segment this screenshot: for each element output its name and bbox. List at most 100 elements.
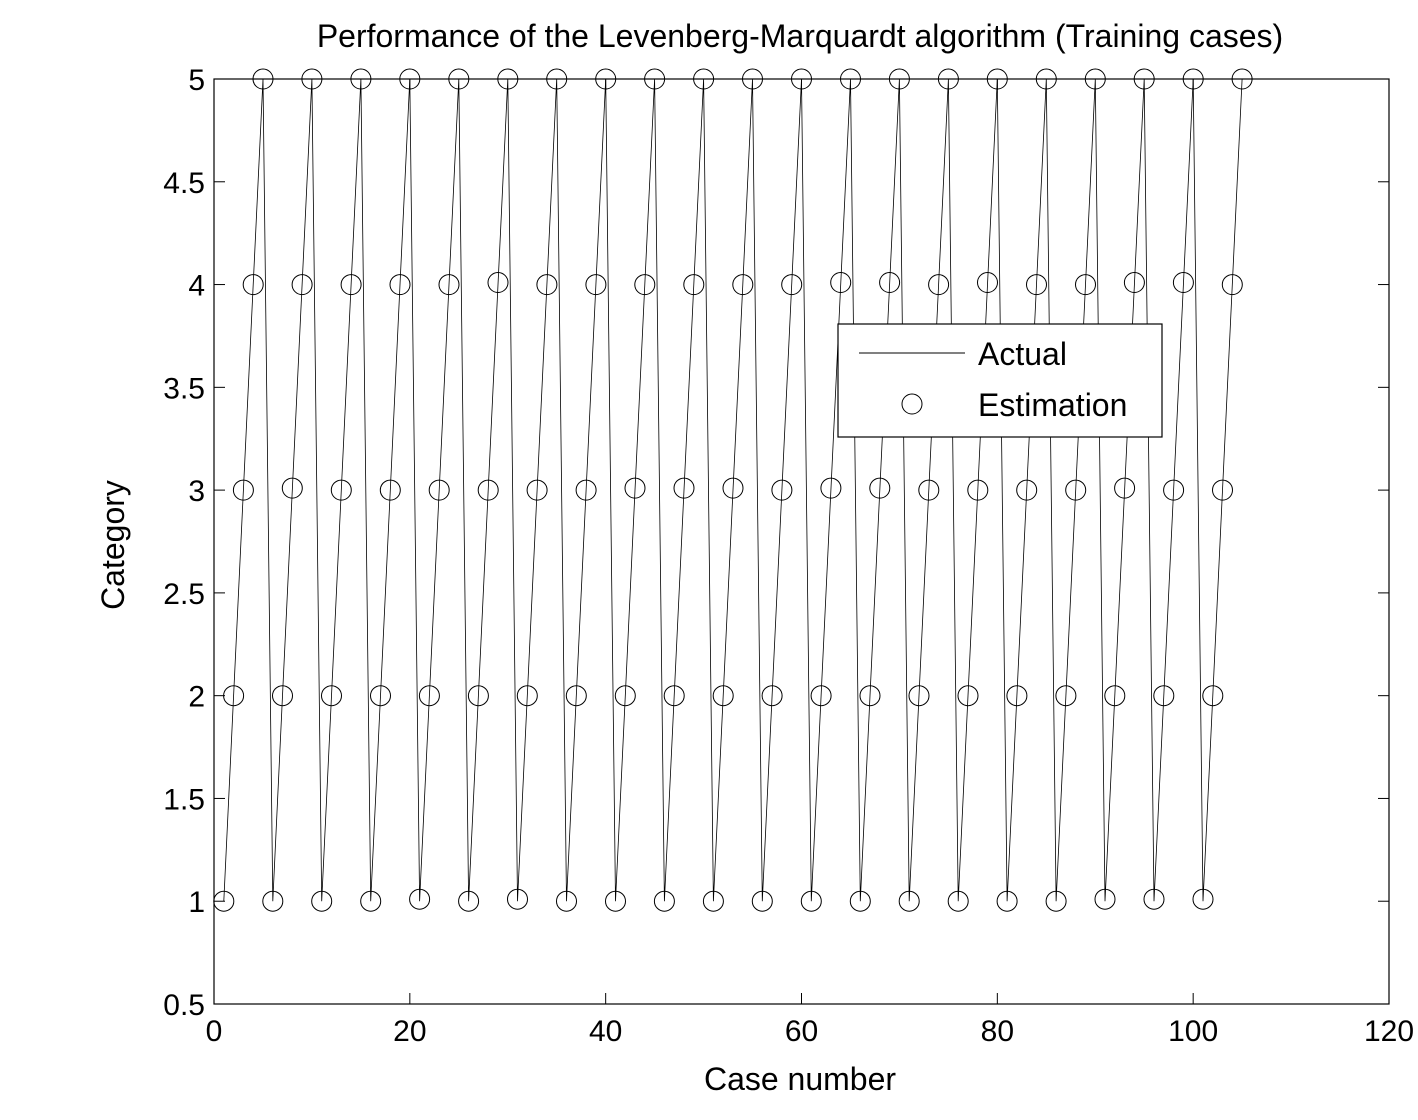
estimation-point	[810, 685, 832, 707]
estimation-point	[595, 68, 617, 90]
estimation-point	[1035, 68, 1057, 90]
estimation-point	[321, 685, 342, 707]
estimation-point	[428, 479, 450, 501]
estimation-point	[399, 68, 421, 90]
estimation-point	[1016, 479, 1038, 501]
legend-box	[837, 323, 1163, 438]
estimation-point	[673, 477, 695, 499]
legend-estimation-label: Estimation	[978, 387, 1127, 423]
estimation-point	[232, 479, 254, 501]
legend-estimation-marker	[901, 393, 923, 415]
estimation-point	[1104, 685, 1126, 707]
estimation-point	[252, 68, 274, 90]
y-tick-label: 2	[188, 681, 205, 714]
estimation-point	[585, 274, 607, 296]
y-tick-label: 5	[188, 64, 205, 97]
estimation-point	[859, 685, 881, 707]
y-tick-label: 1	[188, 886, 205, 919]
actual-series-line	[223, 78, 1243, 902]
estimation-point	[614, 685, 636, 707]
estimation-point	[223, 685, 245, 707]
estimation-point	[634, 274, 656, 296]
estimation-point	[996, 890, 1018, 912]
estimation-point	[458, 890, 480, 912]
estimation-point	[732, 274, 754, 296]
x-tick-label: 0	[206, 1015, 223, 1048]
estimation-point	[370, 685, 391, 707]
estimation-point	[301, 68, 323, 90]
estimation-point	[1163, 479, 1185, 501]
estimation-point	[1202, 685, 1224, 707]
y-tick-label: 2.5	[163, 578, 205, 611]
estimation-point	[516, 685, 538, 707]
estimation-point	[849, 890, 871, 912]
estimation-point	[653, 890, 675, 912]
legend-actual-label: Actual	[978, 336, 1067, 372]
estimation-point	[448, 68, 470, 90]
estimation-point	[624, 477, 646, 499]
x-tick-label: 60	[785, 1015, 818, 1048]
estimation-point	[477, 479, 499, 501]
estimation-point	[546, 68, 568, 90]
x-tick-label: 100	[1168, 1015, 1218, 1048]
estimation-point	[242, 274, 264, 296]
plot-area	[213, 78, 1390, 1005]
estimation-point	[1045, 890, 1067, 912]
estimation-point	[702, 890, 724, 912]
estimation-point	[556, 890, 577, 912]
estimation-point	[1114, 477, 1136, 499]
estimation-point	[1153, 685, 1175, 707]
estimation-point	[1094, 888, 1116, 910]
y-axis-label: Category	[95, 480, 131, 610]
series-layer	[213, 68, 1253, 912]
x-tick-label: 120	[1364, 1015, 1414, 1048]
estimation-point	[693, 68, 715, 90]
y-tick-label: 4	[188, 270, 205, 303]
estimation-point	[575, 479, 597, 501]
estimation-point	[800, 890, 822, 912]
estimation-point	[663, 685, 685, 707]
estimation-point	[467, 685, 489, 707]
estimation-point	[1221, 274, 1243, 296]
legend: Actual Estimation	[837, 323, 1163, 438]
estimation-point	[820, 477, 842, 499]
estimation-point	[908, 685, 930, 707]
y-tick-label: 0.5	[163, 989, 205, 1022]
y-tick-label: 3	[188, 475, 205, 508]
estimation-point	[830, 272, 852, 293]
estimation-point	[1182, 68, 1204, 90]
estimation-point	[761, 685, 783, 707]
estimation-point	[330, 479, 352, 501]
estimation-point	[1065, 479, 1087, 501]
estimation-point	[291, 274, 313, 296]
estimation-point	[1055, 685, 1077, 707]
estimation-point	[947, 890, 969, 912]
y-tick-label: 1.5	[163, 783, 205, 816]
estimation-point	[1006, 685, 1028, 707]
estimation-point	[565, 685, 587, 707]
estimation-point	[937, 68, 959, 90]
estimation-point	[898, 890, 920, 912]
estimation-point	[888, 68, 910, 90]
estimation-point	[791, 68, 812, 90]
estimation-point	[311, 890, 333, 912]
estimation-point	[213, 890, 235, 912]
estimation-point	[1212, 479, 1233, 501]
estimation-point	[360, 890, 382, 912]
estimation-point	[536, 274, 558, 296]
estimation-point	[1192, 888, 1214, 910]
estimation-point	[928, 274, 950, 296]
estimation-point	[957, 685, 979, 707]
estimation-point	[438, 274, 460, 296]
estimation-point	[497, 68, 519, 90]
estimation-point	[272, 685, 293, 707]
y-tick-label: 3.5	[163, 372, 205, 405]
y-tick-label: 4.5	[163, 167, 205, 200]
estimation-point	[487, 272, 509, 293]
estimation-point	[712, 685, 734, 707]
estimation-point	[722, 477, 744, 499]
estimation-point	[262, 890, 284, 912]
estimation-point	[771, 479, 793, 501]
